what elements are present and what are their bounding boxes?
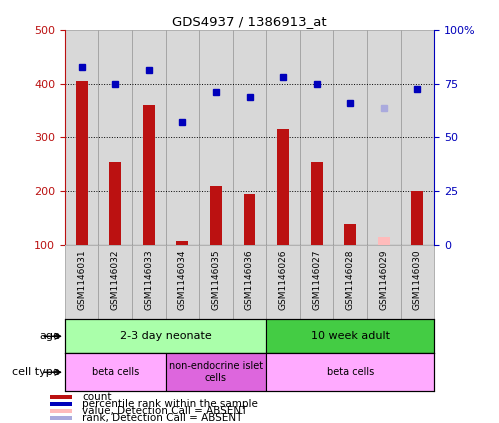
Text: GSM1146035: GSM1146035	[212, 249, 221, 310]
Text: rank, Detection Call = ABSENT: rank, Detection Call = ABSENT	[82, 413, 243, 423]
Bar	[266, 353, 434, 391]
Bar	[132, 245, 166, 319]
Text: percentile rank within the sample: percentile rank within the sample	[82, 399, 258, 409]
Text: count: count	[82, 392, 112, 402]
Bar	[98, 30, 132, 245]
Text: GSM1146036: GSM1146036	[245, 249, 254, 310]
Bar	[166, 245, 199, 319]
Bar	[65, 319, 266, 353]
Bar	[65, 245, 98, 319]
Bar	[300, 245, 333, 319]
Bar	[367, 30, 401, 245]
Bar	[76, 81, 87, 245]
Text: age: age	[39, 331, 60, 341]
Text: GSM1146027: GSM1146027	[312, 249, 321, 310]
Bar	[166, 353, 266, 391]
Bar	[50, 416, 72, 420]
Bar	[277, 129, 289, 245]
Bar	[300, 30, 333, 245]
Text: GSM1146033: GSM1146033	[144, 249, 153, 310]
Bar	[50, 409, 72, 413]
Bar	[233, 30, 266, 245]
Bar	[367, 245, 401, 319]
Text: beta cells: beta cells	[92, 367, 139, 377]
Text: value, Detection Call = ABSENT: value, Detection Call = ABSENT	[82, 406, 248, 416]
Bar	[65, 353, 166, 391]
Bar	[401, 245, 434, 319]
Text: GSM1146034: GSM1146034	[178, 249, 187, 310]
Bar	[401, 30, 434, 245]
Bar	[50, 402, 72, 406]
Text: GSM1146030: GSM1146030	[413, 249, 422, 310]
Bar	[244, 194, 255, 245]
Bar	[311, 162, 322, 245]
Bar	[266, 319, 434, 353]
Bar	[177, 241, 188, 245]
Bar	[166, 30, 199, 245]
Bar	[333, 245, 367, 319]
Text: non-endocrine islet
cells: non-endocrine islet cells	[169, 361, 263, 383]
Bar	[333, 30, 367, 245]
Bar	[266, 30, 300, 245]
Text: GSM1146028: GSM1146028	[346, 249, 355, 310]
Bar	[199, 30, 233, 245]
Bar	[210, 186, 222, 245]
Bar	[378, 237, 390, 245]
Bar	[266, 245, 300, 319]
Bar	[412, 191, 423, 245]
Title: GDS4937 / 1386913_at: GDS4937 / 1386913_at	[172, 16, 327, 28]
Bar	[143, 105, 155, 245]
Bar	[344, 224, 356, 245]
Text: GSM1146031: GSM1146031	[77, 249, 86, 310]
Bar	[233, 245, 266, 319]
Text: GSM1146032: GSM1146032	[111, 249, 120, 310]
Text: beta cells: beta cells	[326, 367, 374, 377]
Text: 10 week adult: 10 week adult	[311, 331, 390, 341]
Bar	[50, 395, 72, 399]
Text: GSM1146026: GSM1146026	[278, 249, 287, 310]
Bar	[109, 162, 121, 245]
Bar	[65, 30, 98, 245]
Bar	[199, 245, 233, 319]
Text: 2-3 day neonate: 2-3 day neonate	[120, 331, 212, 341]
Text: GSM1146029: GSM1146029	[379, 249, 388, 310]
Bar	[132, 30, 166, 245]
Bar	[98, 245, 132, 319]
Text: cell type: cell type	[12, 367, 60, 377]
